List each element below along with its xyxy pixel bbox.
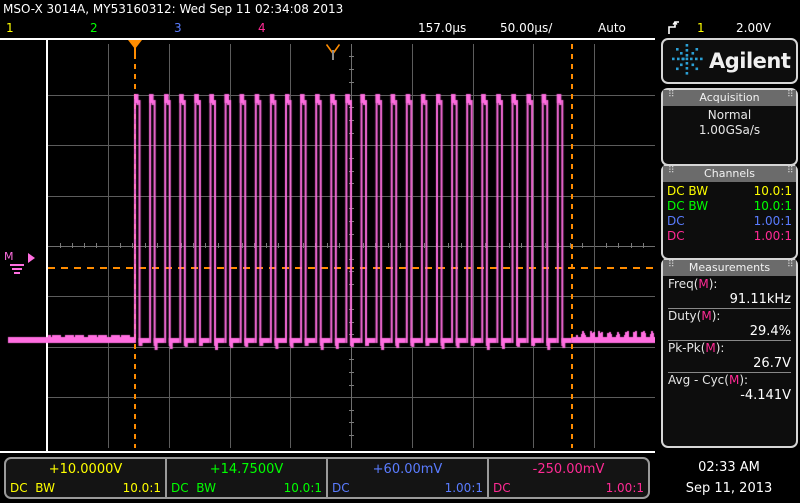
clock-date: Sep 11, 2013 (685, 481, 773, 496)
channel-settings: DC BW 10.0:1 (167, 480, 326, 496)
trigger-source-readout[interactable]: 1 (697, 21, 705, 35)
channel-probe: 1.00:1 (605, 481, 644, 495)
channel-4-indicator[interactable]: 4 (258, 21, 266, 35)
channel-row[interactable]: DC 1.00:1 (667, 214, 792, 229)
channel-probe: 10.0:1 (283, 481, 322, 495)
measurement-label: Duty(M): (668, 309, 721, 323)
channel-offset: +14.7500V (209, 462, 284, 477)
channel-offset: +10.0000V (48, 462, 123, 477)
trigger-rising-edge-icon[interactable] (668, 18, 680, 38)
channel-coupling: DC (493, 481, 511, 495)
channel-coupling: DC (667, 214, 685, 228)
measurements-panel-header[interactable]: ⠿ Measurements ⠿ (663, 260, 796, 276)
grip-dots-icon: ⠿ (668, 260, 675, 270)
measurement-row[interactable]: Duty(M): 29.4% (668, 309, 791, 341)
channel-probe: 10.0:1 (753, 184, 792, 198)
measurement-source: M (705, 341, 716, 355)
channels-panel-body: DC BW 10.0:1 DC BW 10.0:1 DC 1.00:1 DC 1… (663, 182, 796, 247)
agilent-starburst-icon (669, 41, 705, 81)
channel-probe: 10.0:1 (122, 481, 161, 495)
brand-name: Agilent (709, 49, 791, 73)
channel-offset: -250.00mV (532, 462, 605, 477)
channel-settings: DC 1.00:1 (328, 480, 487, 496)
acquisition-panel-header[interactable]: ⠿ Acquisition ⠿ (663, 90, 796, 106)
channel-bandwidth: BW (35, 481, 55, 495)
title-bar: MSO-X 3014A, MY53160312: Wed Sep 11 02:3… (3, 2, 344, 16)
measurement-label: Avg - Cyc(M): (668, 373, 749, 387)
measurement-row[interactable]: Avg - Cyc(M): -4.141V (668, 373, 791, 404)
channel-coupling: DC BW (667, 199, 709, 213)
measurement-value: 91.11kHz (729, 292, 791, 307)
channels-header-label: Channels (704, 167, 755, 180)
bottom-channel-1[interactable]: +10.0000V DC BW 10.0:1 (4, 457, 167, 499)
grip-dots-icon: ⠿ (787, 90, 794, 100)
waveform-trace (0, 38, 655, 453)
channels-panel-header[interactable]: ⠿ Channels ⠿ (663, 166, 796, 182)
acquisition-sample-rate[interactable]: 1.00GSa/s (698, 123, 761, 137)
channel-coupling: DC (171, 481, 189, 495)
channel-probe: 1.00:1 (753, 229, 792, 243)
channel-coupling: DC (332, 481, 350, 495)
channel-coupling: DC (10, 481, 28, 495)
channel-settings: DC BW 10.0:1 (6, 480, 165, 496)
measurement-row[interactable]: Freq(M): 91.11kHz (668, 277, 791, 309)
acquisition-mode[interactable]: Normal (707, 108, 752, 122)
channel-probe: 10.0:1 (753, 199, 792, 213)
channel-settings: DC 1.00:1 (489, 480, 648, 496)
side-panel: Agilent ⠿ Acquisition ⠿ Normal 1.00GSa/s… (657, 38, 800, 453)
channel-row[interactable]: DC BW 10.0:1 (667, 184, 792, 199)
bottom-channel-2[interactable]: +14.7500V DC BW 10.0:1 (165, 457, 328, 499)
channel-1-indicator[interactable]: 1 (6, 21, 14, 35)
channel-offset: +60.00mV (372, 462, 443, 477)
channel-2-indicator[interactable]: 2 (90, 21, 98, 35)
trigger-mode-readout[interactable]: Auto (598, 21, 626, 35)
grip-dots-icon: ⠿ (787, 260, 794, 270)
brand-panel: Agilent (661, 38, 798, 84)
timebase-readout[interactable]: 50.00µs/ (500, 21, 553, 35)
measurement-source: M (728, 373, 740, 387)
channel-coupling: DC BW (667, 184, 709, 198)
measurement-source: M (701, 309, 712, 323)
measurements-panel[interactable]: ⠿ Measurements ⠿ Freq(M): 91.11kHz Duty(… (661, 258, 798, 448)
measurement-value: 26.7V (753, 356, 791, 371)
channel-bandwidth: BW (196, 481, 216, 495)
bottom-channel-3[interactable]: +60.00mV DC 1.00:1 (326, 457, 489, 499)
channel-3-indicator[interactable]: 3 (174, 21, 182, 35)
channel-row[interactable]: DC 1.00:1 (667, 229, 792, 244)
grip-dots-icon: ⠿ (668, 166, 675, 176)
measurement-label: Freq(M): (668, 277, 718, 291)
channel-probe: 1.00:1 (753, 214, 792, 228)
top-status-bar: 1 2 3 4 157.0µs 50.00µs/ Auto 1 2.00V (0, 18, 800, 38)
clock-time: 02:33 AM (698, 460, 760, 475)
channel-probe: 1.00:1 (444, 481, 483, 495)
channel-row[interactable]: DC BW 10.0:1 (667, 199, 792, 214)
acquisition-panel[interactable]: ⠿ Acquisition ⠿ Normal 1.00GSa/s (661, 88, 798, 166)
delay-readout[interactable]: 157.0µs (418, 21, 467, 35)
measurements-panel-body: Freq(M): 91.11kHz Duty(M): 29.4% Pk-Pk(M… (663, 276, 796, 405)
measurements-header-label: Measurements (688, 261, 771, 274)
measurement-label: Pk-Pk(M): (668, 341, 725, 355)
bottom-status-bar: +10.0000V DC BW 10.0:1 +14.7500V DC BW 1… (0, 453, 800, 503)
acquisition-header-label: Acquisition (699, 91, 760, 104)
measurement-value: -4.141V (740, 388, 791, 403)
channel-coupling: DC (667, 229, 685, 243)
measurement-source: M (698, 277, 709, 291)
acquisition-panel-body: Normal 1.00GSa/s (663, 106, 796, 141)
trigger-level-readout[interactable]: 2.00V (736, 21, 771, 35)
measurement-row[interactable]: Pk-Pk(M): 26.7V (668, 341, 791, 373)
measurement-value: 29.4% (749, 324, 791, 339)
channels-panel[interactable]: ⠿ Channels ⠿ DC BW 10.0:1 DC BW 10.0:1 D… (661, 164, 798, 260)
grip-dots-icon: ⠿ (787, 166, 794, 176)
bottom-channel-4[interactable]: -250.00mV DC 1.00:1 (487, 457, 650, 499)
clock-display: 02:33 AM Sep 11, 2013 (660, 457, 798, 499)
graticule-display[interactable]: M (0, 38, 655, 453)
grip-dots-icon: ⠿ (668, 90, 675, 100)
